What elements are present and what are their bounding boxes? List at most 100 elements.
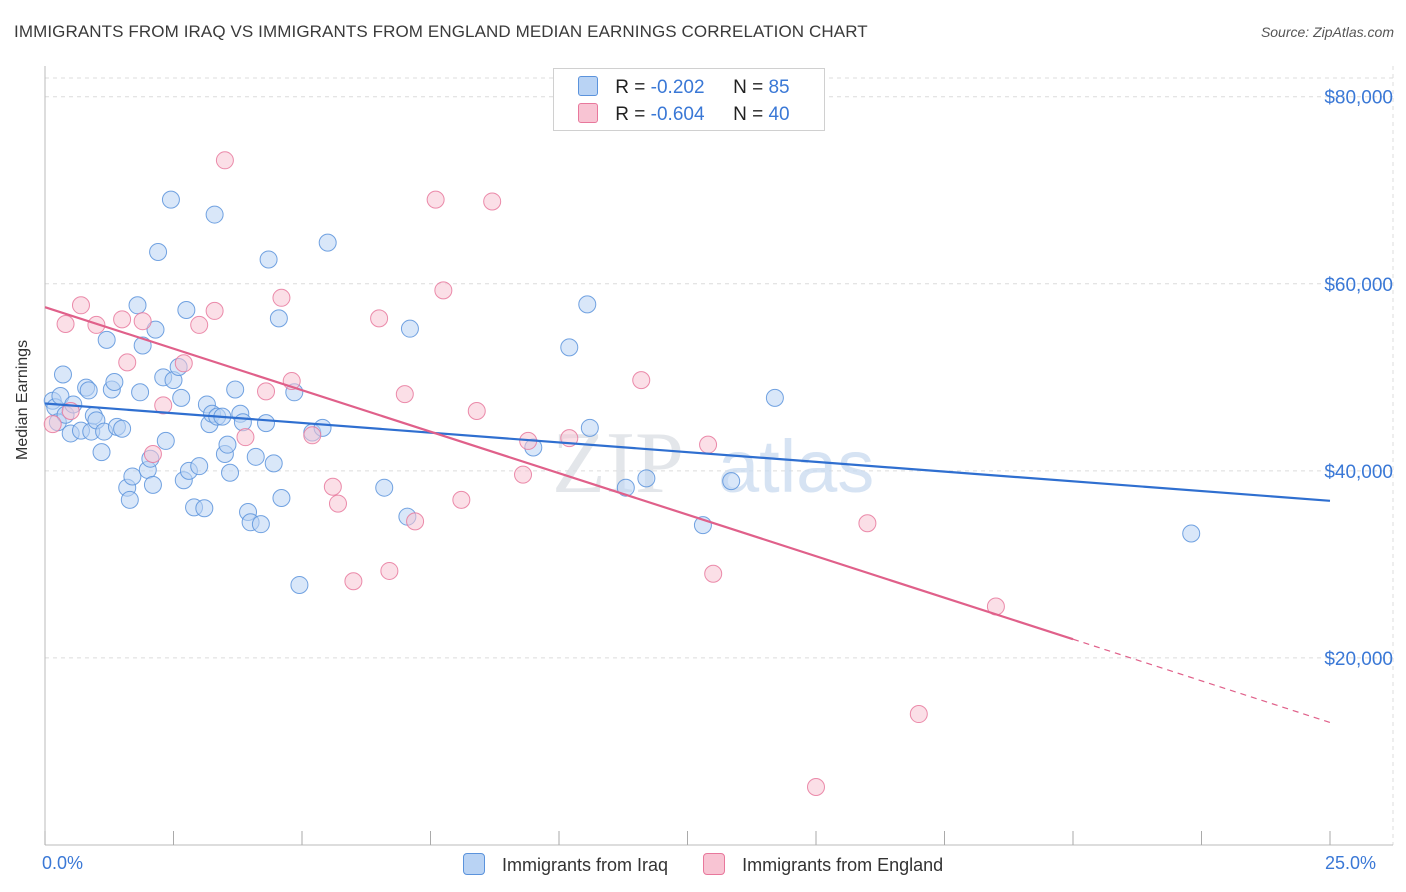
correlation-legend: R = -0.202 N = 85 R = -0.604 N = 40	[553, 68, 825, 131]
data-point-england	[257, 382, 276, 401]
data-point-iraq	[92, 443, 111, 462]
legend-england-r-label: R =	[615, 104, 651, 125]
chart-title: IMMIGRANTS FROM IRAQ VS IMMIGRANTS FROM …	[14, 22, 868, 41]
data-point-iraq	[264, 454, 283, 473]
data-point-iraq	[190, 457, 209, 476]
data-point-iraq	[375, 478, 394, 497]
data-point-england	[699, 435, 718, 454]
legend-item-england-label: Immigrants from England	[742, 855, 944, 875]
data-point-iraq	[113, 419, 132, 438]
legend-england-r-value: -0.604	[650, 104, 705, 125]
source-label: Source: ZipAtlas.com	[1260, 24, 1394, 40]
legend-iraq-r-value: -0.202	[650, 77, 705, 98]
data-point-england	[174, 354, 193, 373]
data-point-england	[704, 564, 723, 583]
data-point-england	[272, 288, 291, 307]
axes-layer	[44, 66, 1393, 846]
data-point-england	[154, 396, 173, 415]
data-point-iraq	[120, 490, 139, 509]
data-point-iraq	[149, 242, 168, 261]
data-point-iraq	[259, 250, 278, 269]
data-point-england	[328, 494, 347, 513]
data-point-iraq	[123, 467, 142, 486]
legend-item-iraq-label: Immigrants from Iraq	[502, 855, 669, 875]
data-point-england	[133, 312, 152, 331]
data-point-england	[344, 572, 363, 591]
data-point-england	[406, 512, 425, 531]
legend-item-england: Immigrants from England	[703, 853, 943, 876]
series-england-points	[43, 151, 1005, 797]
data-point-iraq	[318, 233, 337, 252]
legend-iraq-r-label: R =	[615, 77, 651, 98]
data-point-england	[323, 477, 342, 496]
y-axis-label: Median Earnings	[14, 339, 31, 460]
data-point-iraq	[172, 388, 191, 407]
data-point-england	[426, 190, 445, 209]
data-point-iraq	[765, 388, 784, 407]
x-tick-label-min: 0.0%	[42, 853, 84, 873]
data-point-england	[71, 296, 90, 315]
data-point-iraq	[272, 488, 291, 507]
trend-layer	[44, 306, 1331, 724]
trend-line-iraq	[44, 402, 1331, 502]
y-tick-label: $60,000	[1324, 275, 1393, 296]
data-point-iraq	[156, 431, 175, 450]
data-point-iraq	[79, 381, 98, 400]
data-point-england	[380, 561, 399, 580]
data-point-iraq	[269, 309, 288, 328]
data-point-england	[205, 301, 224, 320]
data-point-iraq	[205, 205, 224, 224]
data-point-iraq	[195, 499, 214, 518]
legend-item-iraq: Immigrants from Iraq	[463, 853, 668, 876]
y-tick-label: $80,000	[1324, 88, 1393, 109]
data-point-england	[303, 426, 322, 445]
legend-iraq-n-label: N =	[733, 77, 769, 98]
data-point-iraq	[53, 365, 72, 384]
data-point-iraq	[105, 372, 124, 391]
data-point-england	[56, 315, 75, 334]
data-point-england	[190, 315, 209, 334]
data-point-england	[452, 490, 471, 509]
data-point-england	[236, 428, 255, 447]
watermark: ZIP atlas	[552, 415, 874, 512]
data-point-iraq	[251, 515, 270, 534]
trend-line-england-extension	[1072, 638, 1331, 724]
data-point-england	[215, 151, 234, 170]
data-point-england	[632, 371, 651, 390]
data-point-england	[434, 281, 453, 300]
data-point-iraq	[161, 190, 180, 209]
legend-row-england: R = -0.604 N = 40	[578, 103, 790, 125]
data-point-england	[483, 192, 502, 211]
data-point-iraq	[616, 478, 635, 497]
legend-item-england-swatch	[703, 853, 726, 875]
data-point-iraq	[177, 300, 196, 319]
data-point-england	[43, 415, 62, 434]
legend-iraq-n-value: 85	[768, 77, 790, 98]
x-tick-label-max: 25.0%	[1325, 853, 1377, 873]
data-point-iraq	[637, 469, 656, 488]
data-point-england	[807, 778, 825, 797]
data-point-iraq	[233, 413, 252, 432]
data-point-iraq	[146, 320, 165, 339]
data-point-england	[87, 315, 106, 334]
data-point-england	[395, 385, 414, 404]
data-point-england	[113, 310, 132, 329]
data-point-england	[909, 705, 928, 724]
y-tick-label: $20,000	[1324, 649, 1393, 670]
data-point-england	[370, 309, 389, 328]
data-point-iraq	[560, 338, 579, 357]
legend-item-iraq-swatch	[463, 853, 485, 875]
data-point-iraq	[400, 319, 419, 338]
y-tick-label: $40,000	[1324, 462, 1393, 483]
data-point-iraq	[578, 295, 597, 314]
data-point-england	[143, 445, 162, 464]
data-point-england	[514, 465, 533, 484]
data-point-iraq	[131, 383, 150, 402]
data-point-iraq	[580, 418, 599, 437]
data-point-iraq	[143, 475, 162, 494]
data-point-iraq	[246, 447, 265, 466]
legend-swatch-england	[578, 103, 598, 123]
data-point-iraq	[133, 336, 152, 355]
data-point-iraq	[97, 330, 116, 349]
